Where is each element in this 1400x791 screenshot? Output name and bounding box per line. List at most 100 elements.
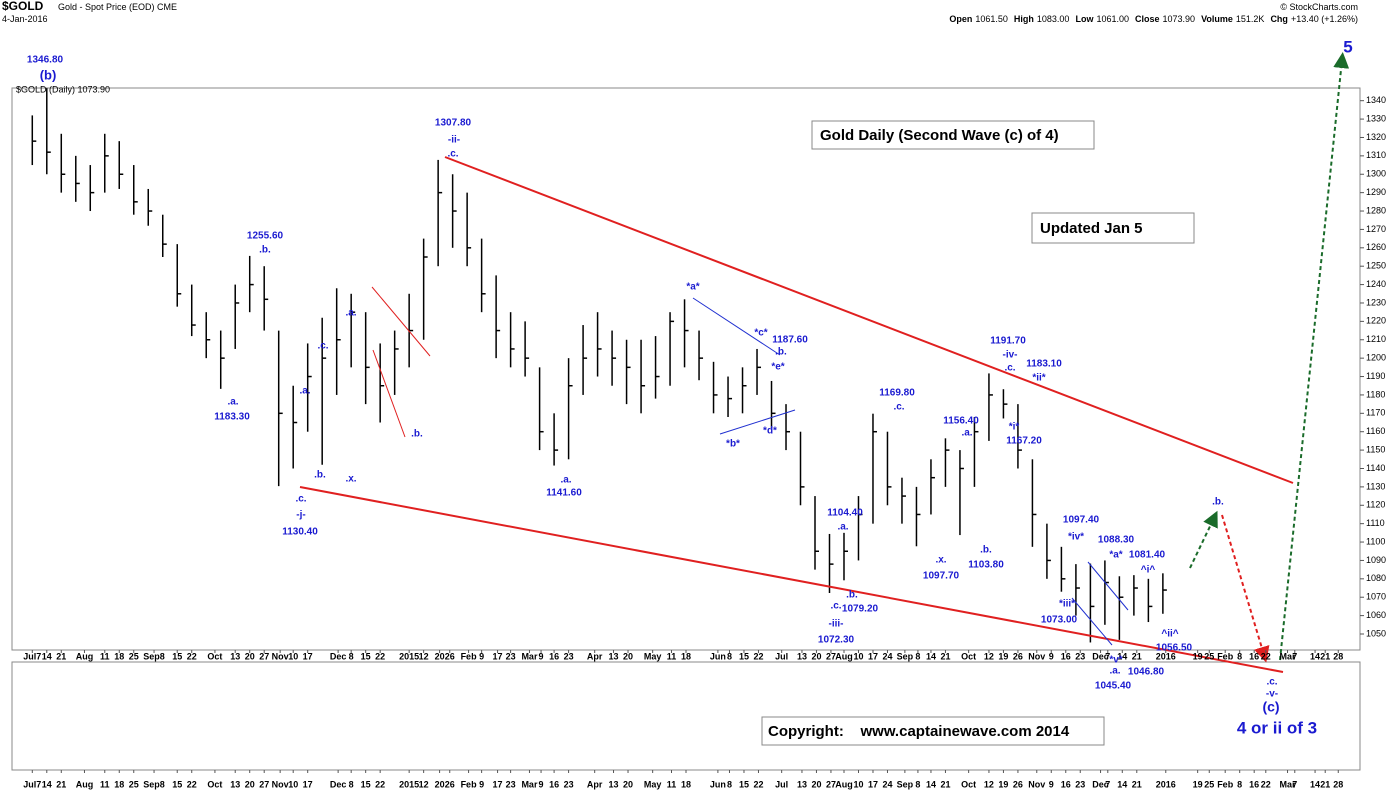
x-tick-label: 24 xyxy=(882,651,892,661)
x-tick-label: Oct xyxy=(961,651,976,661)
annotation: .b. xyxy=(1212,497,1224,508)
x-tick-label: 22 xyxy=(753,651,763,661)
annotation: .c. xyxy=(893,402,904,413)
annotation: 1081.40 xyxy=(1129,550,1166,561)
x-tick-label: 11 xyxy=(667,779,677,789)
annotation: .c. xyxy=(830,601,841,612)
x-tick-label: 20 xyxy=(811,651,821,661)
price-pane xyxy=(11,87,1361,651)
quote-label: Chg xyxy=(1270,14,1288,24)
x-tick-label: 27 xyxy=(826,779,836,789)
x-tick-label: 7 xyxy=(1105,651,1110,661)
x-tick-label: 7 xyxy=(1292,779,1297,789)
annotation: 1072.30 xyxy=(818,635,855,646)
x-tick-label: 22 xyxy=(753,779,763,789)
x-tick-label: 15 xyxy=(739,651,749,661)
x-tick-label: Jul7 xyxy=(23,651,41,661)
y-tick-label: 1320 xyxy=(1366,132,1386,142)
x-tick-label: 8 xyxy=(727,779,732,789)
quote-value: +13.40 (+1.26%) xyxy=(1291,14,1358,24)
channel-lower xyxy=(299,486,1284,673)
x-tick-label: Mar xyxy=(1280,651,1297,661)
x-tick-label: 17 xyxy=(493,779,503,789)
x-tick-label: Aug xyxy=(76,779,94,789)
x-tick-label: 11 xyxy=(100,779,110,789)
x-tick-label: 21 xyxy=(1132,779,1142,789)
plot xyxy=(31,88,1167,643)
trend-blue xyxy=(692,297,781,356)
annotation: 1056.50 xyxy=(1156,643,1193,654)
annotation: 1103.80 xyxy=(968,560,1004,571)
title-box-text: Gold Daily (Second Wave (c) of 4) xyxy=(820,127,1059,144)
annotation: 1141.60 xyxy=(546,488,582,499)
x-tick-label: May xyxy=(644,651,662,661)
y-tick-label: 1140 xyxy=(1366,463,1385,473)
annotation: (b) xyxy=(40,67,57,82)
annotation: 1307.80 xyxy=(435,118,472,129)
source: © StockCharts.com xyxy=(1280,2,1358,12)
x-tick-label: 16 xyxy=(1061,651,1071,661)
annotation: 1079.20 xyxy=(842,604,879,615)
x-tick-label: 14 xyxy=(926,651,936,661)
x-tick-label: 14 xyxy=(1310,651,1320,661)
x-tick-label: 23 xyxy=(564,651,574,661)
x-tick-label: 21 xyxy=(1320,651,1330,661)
annotation: *c* xyxy=(754,328,767,339)
x-tick-label: 22 xyxy=(375,651,385,661)
x-tick-label: 15 xyxy=(739,779,749,789)
x-tick-label: 13 xyxy=(230,779,240,789)
x-tick-label: 20 xyxy=(623,651,633,661)
x-tick-label: 27 xyxy=(259,779,269,789)
date: 4-Jan-2016 xyxy=(2,14,48,24)
annotation: 1088.30 xyxy=(1098,535,1135,546)
annotation: .b. xyxy=(775,347,787,358)
x-tick-label: 13 xyxy=(797,779,807,789)
annotation: 1169.80 xyxy=(879,388,915,399)
x-tick-label: 20 xyxy=(435,651,445,661)
annotation: .c. xyxy=(317,341,328,352)
x-tick-label: 25 xyxy=(129,651,139,661)
x-tick-label: 25 xyxy=(129,779,139,789)
x-tick-label: 2015 xyxy=(399,651,419,661)
x-tick-label: 8 xyxy=(727,651,732,661)
x-tick-label: 23 xyxy=(1075,779,1085,789)
x-tick-label: 16 xyxy=(549,651,559,661)
annotation: -v- xyxy=(1266,689,1278,700)
annotation: .a. xyxy=(560,475,571,486)
update-box xyxy=(1031,212,1195,244)
trend-blue xyxy=(1087,561,1129,611)
annotation: .x. xyxy=(935,555,946,566)
update-box-text: Updated Jan 5 xyxy=(1040,220,1143,237)
x-tick-label: Nov xyxy=(272,779,289,789)
annotation: .b. xyxy=(259,245,271,256)
x-tick-label: 21 xyxy=(940,779,950,789)
arrow-down xyxy=(1221,514,1270,663)
x-tick-label: 7 xyxy=(1105,779,1110,789)
annotation: .b. xyxy=(980,545,992,556)
y-tick-label: 1330 xyxy=(1366,113,1386,123)
y-tick-label: 1300 xyxy=(1366,169,1386,179)
annotation: .x. xyxy=(345,474,356,485)
x-tick-label: 9 xyxy=(1049,651,1054,661)
annotation: -iii- xyxy=(829,619,844,630)
x-tick-label: Nov xyxy=(272,651,289,661)
annotation: -j- xyxy=(296,510,305,521)
x-tick-label: 10 xyxy=(853,651,863,661)
y-tick-label: 1340 xyxy=(1366,95,1386,105)
quote-label: Low xyxy=(1075,14,1094,24)
x-tick-label: Feb xyxy=(1217,779,1234,789)
annotation: 1097.70 xyxy=(923,571,960,582)
y-tick-label: 1170 xyxy=(1366,408,1385,418)
x-tick-label: Apr xyxy=(587,779,603,789)
quote-value: 1061.00 xyxy=(1096,14,1129,24)
x-tick-label: 10 xyxy=(288,651,298,661)
x-tick-label: Jun xyxy=(710,779,726,789)
annotation: *e* xyxy=(771,362,784,373)
y-tick-label: 1310 xyxy=(1366,150,1386,160)
x-tick-label: Sep xyxy=(897,779,914,789)
trend-small xyxy=(372,349,406,438)
x-tick-label: Feb xyxy=(1217,651,1234,661)
annotation: 1156.40 xyxy=(943,416,979,427)
y-tick-label: 1220 xyxy=(1366,316,1386,326)
